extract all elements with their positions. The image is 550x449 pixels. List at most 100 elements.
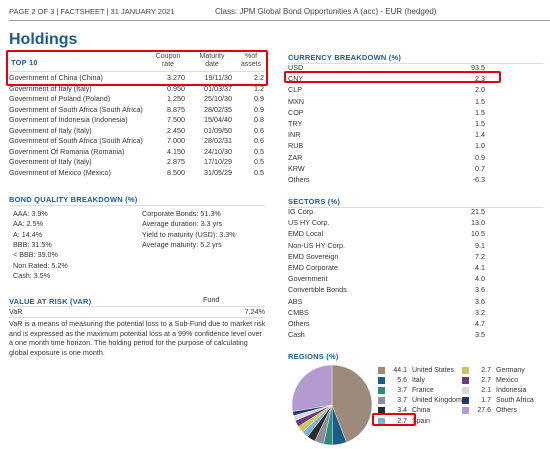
holding-row: Government of Italy (Italy) 2.450 01/09/50… xyxy=(9,126,267,136)
holding-pct: 0.9 xyxy=(254,104,264,114)
legend-label: Mexico xyxy=(496,377,519,385)
holding-pct: 0.6 xyxy=(254,125,264,135)
cny-highlight xyxy=(284,71,501,83)
sector-row: Government 4.0 xyxy=(288,274,498,284)
sector-name: EMD Corporate xyxy=(288,263,338,272)
bond-rating: AAA: 3.9% xyxy=(13,209,48,218)
sector-row: CMBS 3.2 xyxy=(288,308,498,318)
legend-value: 27.6 xyxy=(477,407,491,415)
holding-coupon: 8.500 xyxy=(167,167,185,177)
legend-value: 3.4 xyxy=(397,407,407,415)
col-coupon: Coupon rate xyxy=(155,53,181,68)
legend-value: 2.1 xyxy=(481,387,491,395)
sector-value: 10.5 xyxy=(471,229,485,239)
currency-row: TRY 1.5 xyxy=(288,119,498,129)
divider xyxy=(9,205,265,206)
legend-swatch xyxy=(462,367,469,374)
holding-pct: 1.2 xyxy=(254,83,264,93)
legend-value: 44.1 xyxy=(393,367,407,374)
legend-swatch xyxy=(462,387,469,395)
legend-label: China xyxy=(412,407,431,415)
holdings-title: Holdings xyxy=(9,31,78,48)
sector-value: 4.7 xyxy=(475,319,485,328)
legend-swatch xyxy=(378,387,385,395)
bond-stat: Average duration: 3.3 yrs xyxy=(142,219,223,229)
currency-title: CURRENCY BREAKDOWN (%) xyxy=(288,53,402,62)
currency-name: RUB xyxy=(288,141,304,151)
holding-maturity: 31/05/29 xyxy=(204,167,232,177)
sector-value: 3.5 xyxy=(475,330,485,340)
holding-coupon: 7.000 xyxy=(167,136,185,146)
divider xyxy=(9,306,265,307)
bond-rating: Cash: 3.5% xyxy=(13,270,51,280)
top10-label: TOP 10 xyxy=(11,58,38,67)
holding-row: Government of Italy (Italy) 2.875 17/10/29… xyxy=(9,157,267,167)
holding-maturity: 01/09/50 xyxy=(204,125,232,135)
holding-maturity: 17/10/29 xyxy=(204,157,232,167)
currency-name: USD xyxy=(288,63,304,72)
legend-swatch xyxy=(378,417,385,425)
sector-row: Non-US HY Corp. 9.1 xyxy=(288,241,498,251)
holding-pct: 0.9 xyxy=(254,94,264,104)
holding-row: Government of South Africa (South Africa… xyxy=(9,105,267,115)
currency-row: RUB 1.0 xyxy=(288,141,498,151)
sector-name: Government xyxy=(288,274,328,284)
page-header: PAGE 2 OF 3 | FACTSHEET | 31 JANUARY 202… xyxy=(9,7,175,16)
holding-name: Government Of Romania (Romania) xyxy=(9,146,125,156)
currency-value: 0.7 xyxy=(475,163,485,173)
var-line: a one month time horizon. The holding pe… xyxy=(9,338,248,347)
legend-swatch xyxy=(462,397,469,405)
holding-pct: 2.2 xyxy=(254,73,264,82)
holding-row: Government Of Romania (Romania) 4.150 24/1… xyxy=(9,147,267,157)
currency-row: Others -6.3 xyxy=(288,175,498,185)
sector-row: Cash 3.5 xyxy=(288,330,498,340)
share-class: Class: JPM Global Bond Opportunities A (… xyxy=(215,7,437,16)
header-divider xyxy=(9,20,550,21)
holding-maturity: 28/02/31 xyxy=(204,136,232,146)
var-title: VALUE AT RISK (VAR) xyxy=(9,297,92,306)
holding-name: Government of Italy (Italy) xyxy=(9,125,92,135)
regions-title: REGIONS (%) xyxy=(288,352,339,361)
currency-name: CLP xyxy=(288,85,302,95)
currency-row: KRW 0.7 xyxy=(288,164,498,174)
currency-value: 1.5 xyxy=(475,96,485,106)
legend-label: Italy xyxy=(412,377,425,385)
var-col-fund: Fund xyxy=(203,295,220,304)
legend-swatch xyxy=(378,397,385,405)
legend-swatch xyxy=(462,377,469,385)
currency-name: TRY xyxy=(288,119,303,128)
sector-name: EMD Sovereign xyxy=(288,251,339,261)
sector-value: 4.1 xyxy=(475,263,485,272)
legend-swatch xyxy=(462,407,469,415)
regions-pie-chart xyxy=(291,364,373,446)
holding-maturity: 19/11/30 xyxy=(204,73,232,82)
bond-rating: < BBB: 39.0% xyxy=(13,250,58,260)
sector-value: 13.0 xyxy=(471,218,485,228)
sector-name: Non-US HY Corp. xyxy=(288,240,345,250)
legend-swatch xyxy=(378,377,385,385)
bond-rating: BBB: 31.5% xyxy=(13,239,52,249)
col-maturity: Maturity date xyxy=(199,53,225,68)
holding-coupon: 8.875 xyxy=(167,104,185,114)
sector-name: ABS xyxy=(288,296,303,306)
bond-rating: AA: 2.5% xyxy=(13,219,43,229)
currency-row: MXN 1.5 xyxy=(288,97,498,107)
sector-name: IG Corp. xyxy=(288,207,316,216)
bond-rating: A: 14.4% xyxy=(13,229,43,239)
sector-name: EMD Local xyxy=(288,229,324,239)
currency-value: 1.4 xyxy=(475,130,485,140)
currency-row: ZAR 0.9 xyxy=(288,153,498,163)
sector-row: Convertible Bonds 3.6 xyxy=(288,285,498,295)
holding-pct: 0.5 xyxy=(254,157,264,167)
legend-label: Others xyxy=(496,407,518,415)
sector-row: EMD Corporate 4.1 xyxy=(288,263,498,273)
holding-row: Government of Poland (Poland) 1.250 25/10/… xyxy=(9,94,267,104)
currency-row: CLP 2.0 xyxy=(288,85,498,95)
legend-label: Indonesia xyxy=(496,387,527,395)
bond-stat: Average maturity: 5.2 yrs xyxy=(142,239,222,249)
holding-name: Government of Italy (Italy) xyxy=(9,83,92,93)
currency-value: 93.5 xyxy=(471,63,485,72)
holding-coupon: 2.450 xyxy=(167,125,185,135)
divider xyxy=(288,63,543,64)
currency-value: -6.3 xyxy=(472,175,485,184)
